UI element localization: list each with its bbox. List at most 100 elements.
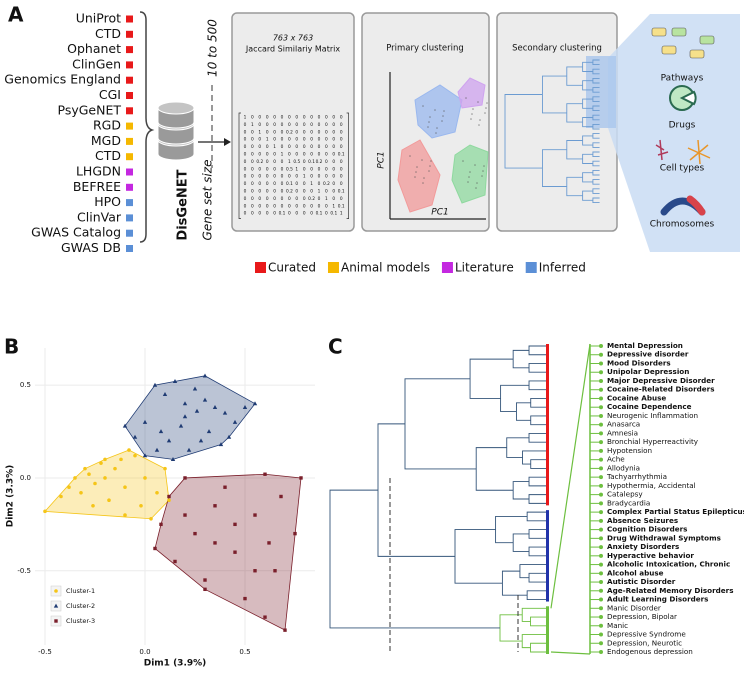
point: [83, 466, 87, 471]
leaf-label: Endogenous depression: [607, 647, 693, 656]
matrix-bracket: [238, 112, 241, 219]
cluster-bar: [546, 344, 549, 506]
leaf-dot: [599, 597, 603, 602]
point: [91, 503, 95, 508]
matrix-cell: 0: [295, 129, 298, 135]
matrix-cell: 0: [318, 174, 321, 180]
leaf-label: Tachyarrhythmia: [606, 472, 667, 481]
matrix-cell: 0: [266, 203, 269, 209]
blob-dot: [486, 102, 488, 104]
blob-dot: [428, 170, 430, 172]
point: [283, 628, 287, 632]
matrix-cell: 0: [325, 174, 328, 180]
point: [267, 541, 271, 545]
matrix-cell: 0: [303, 166, 306, 172]
leaf-dot: [599, 553, 603, 558]
source-swatch: [126, 229, 133, 237]
point: [167, 494, 171, 499]
mini-branch: [592, 160, 600, 167]
leaf-dot: [599, 396, 603, 401]
source-swatch: [126, 92, 133, 99]
matrix-cell: 0.1: [308, 159, 315, 165]
point: [153, 546, 157, 551]
matrix-cell: 0: [288, 174, 291, 180]
matrix-cell: 0: [266, 144, 269, 150]
pathway-node: [671, 27, 687, 37]
leaf-label: Cocaine Dependence: [607, 402, 692, 411]
mini-branch: [592, 123, 600, 130]
cluster-blob: [451, 144, 489, 204]
source-swatch: [126, 137, 133, 145]
arrow-head: [224, 138, 231, 146]
matrix-cell: 0: [273, 129, 276, 135]
legend-swatch: [441, 262, 453, 273]
point: [155, 490, 159, 495]
legend-swatch: [327, 262, 339, 273]
matrix-cell: 0: [303, 196, 306, 202]
mini-branch: [504, 94, 543, 169]
cell-icon: [655, 139, 669, 161]
matrix-cell: 0: [251, 196, 254, 202]
leaf-dot: [599, 562, 603, 567]
blob-dot: [483, 165, 485, 167]
matrix-cell: 0: [251, 144, 254, 150]
matrix-cell: 0: [295, 196, 298, 202]
blob-dot: [479, 119, 481, 121]
point: [233, 550, 237, 554]
matrix-cell: 1: [332, 203, 335, 209]
matrix-cell: 0: [295, 137, 298, 143]
point: [203, 587, 207, 592]
matrix-cell: 0: [258, 196, 261, 202]
leaf-dot: [599, 518, 603, 523]
point: [218, 442, 224, 447]
source-name: Genomics England: [4, 72, 121, 87]
source-swatch: [126, 245, 133, 252]
matrix-cell: 0: [251, 189, 254, 195]
leaf-label: Mental Depression: [607, 341, 683, 350]
blob-dot: [468, 176, 470, 178]
leaf-label: Cocaine-Related Disorders: [607, 385, 714, 394]
point: [182, 401, 188, 406]
matrix-cell: 0: [288, 152, 291, 158]
leaf-label: Cognition Disorders: [607, 525, 687, 534]
branch: [512, 533, 530, 552]
leaf-dot: [599, 501, 603, 506]
branch: [528, 494, 546, 504]
matrix-cell: 0: [281, 203, 284, 209]
matrix-cell: 0: [273, 189, 276, 195]
leaf-label: Depression, Bipolar: [607, 612, 677, 621]
point: [222, 410, 228, 415]
mini-branch: [592, 142, 600, 148]
leaf-label: Complex Partial Status Epilepticus: [607, 507, 744, 516]
blob-dot: [470, 118, 472, 120]
point: [139, 503, 143, 508]
matrix-cell: 0: [310, 189, 313, 195]
leaf-dot: [599, 588, 603, 593]
legend-label: Cluster-3: [66, 617, 95, 625]
leaf-label: Age-Related Memory Disorders: [607, 586, 733, 595]
annotation: Drugs: [669, 121, 696, 131]
leaf-dot: [599, 527, 603, 532]
matrix-cell: 0: [295, 189, 298, 195]
matrix-cell: 0: [281, 159, 284, 165]
matrix-cell: 0: [318, 181, 321, 187]
point: [167, 498, 171, 503]
mini-branch: [592, 179, 600, 185]
matrix-cell: 0: [332, 166, 335, 172]
panel-label: C: [328, 335, 343, 359]
leaf-label: Manic Disorder: [607, 603, 661, 612]
matrix-cell: 0: [332, 189, 335, 195]
matrix-cell: 0.1: [279, 211, 286, 217]
matrix-cell: 0.5: [286, 166, 293, 172]
leaf-dot: [599, 422, 603, 427]
matrix-cell: 1: [281, 152, 284, 158]
matrix-cell: 0: [295, 144, 298, 150]
x-tick-label: -0.5: [38, 648, 52, 656]
matrix-cell: 0: [266, 115, 269, 121]
matrix-cell: 0.2: [286, 129, 293, 135]
blob-dot: [415, 171, 417, 173]
pc-label: PC1: [431, 208, 448, 218]
blob-dot: [474, 164, 476, 166]
source-swatch: [126, 153, 133, 161]
blob-dot: [475, 187, 477, 189]
